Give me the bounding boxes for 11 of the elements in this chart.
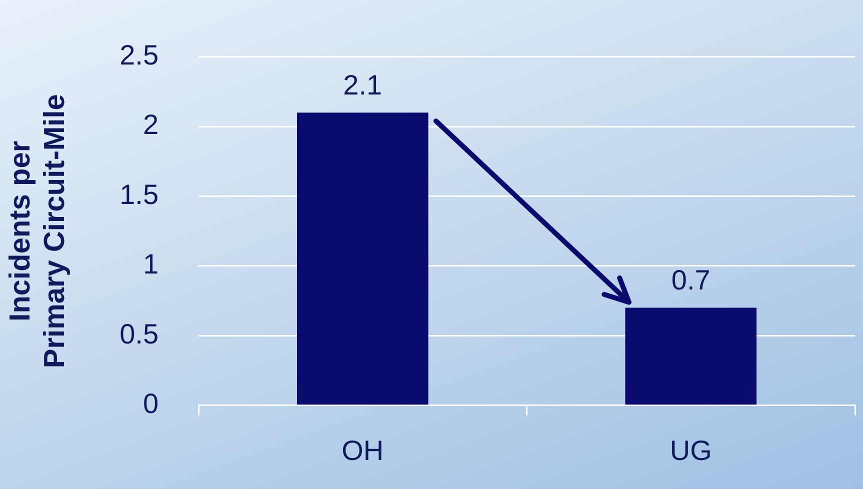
x-tick-label: UG — [670, 434, 712, 466]
y-tick-label: 2 — [142, 109, 159, 140]
y-tick-label: 0.5 — [120, 318, 159, 350]
y-tick-label: 0 — [142, 388, 159, 420]
data-label: 0.7 — [671, 264, 710, 296]
y-tick-label: 2.5 — [120, 40, 159, 71]
x-tick-label: OH — [342, 434, 384, 466]
y-tick-label: 1.5 — [120, 178, 159, 210]
data-label: 2.1 — [343, 69, 382, 100]
y-axis-title: Incidents per Primary Circuit-Mile — [4, 94, 72, 368]
y-tick-label: 1 — [142, 248, 159, 280]
